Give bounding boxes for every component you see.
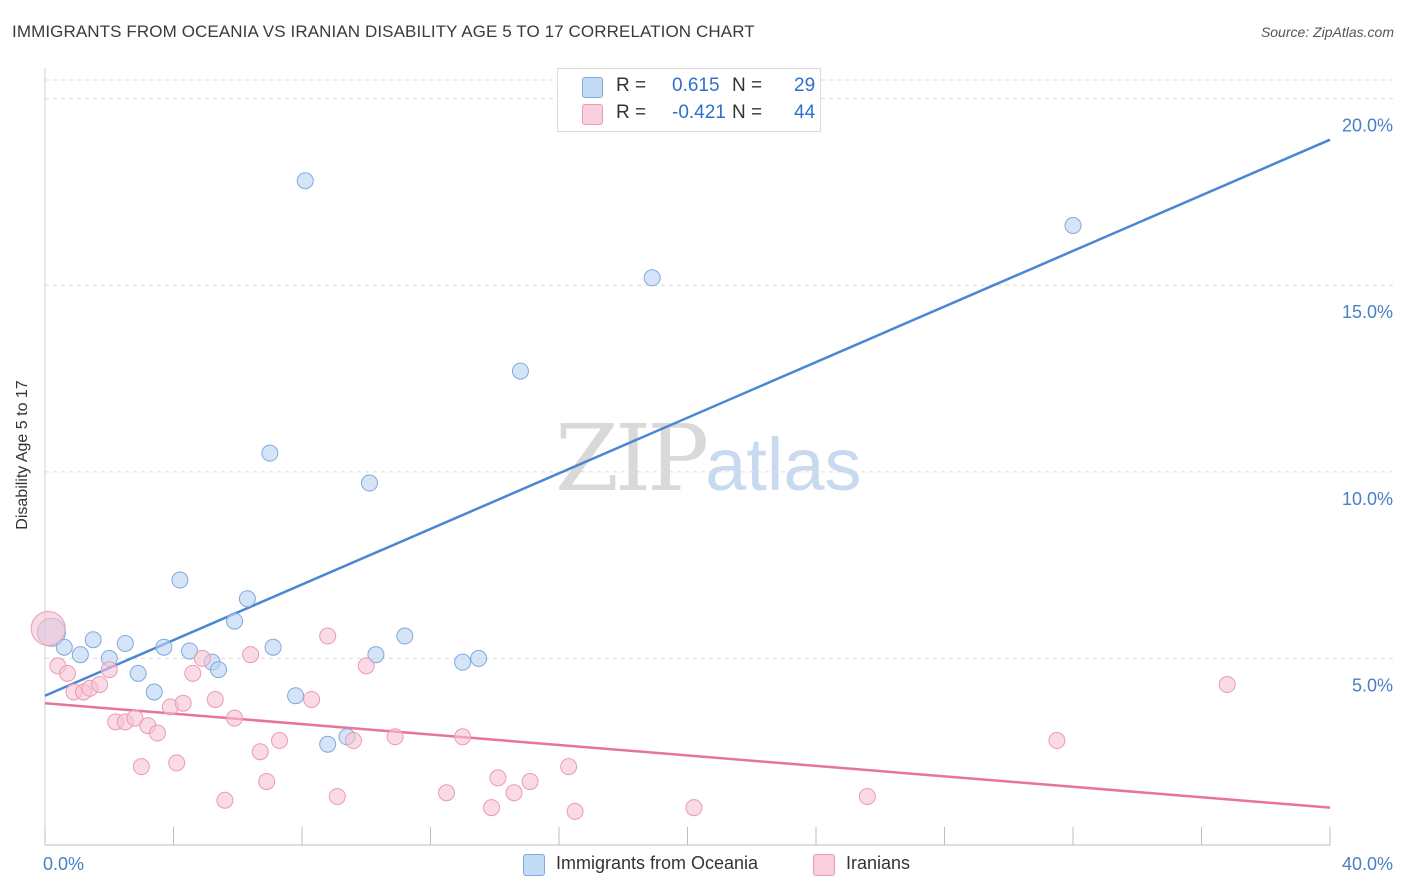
iranians-point	[206, 690, 224, 708]
oceania-point	[181, 642, 199, 660]
oceania-point	[226, 612, 244, 630]
iranians-point	[438, 784, 456, 802]
iranians-point	[303, 690, 321, 708]
tick-labels: 5.0% 10.0% 15.0% 20.0% 0.0% 40.0%	[43, 116, 1393, 874]
legend-r-label: R =	[616, 75, 647, 96]
iranians-point	[126, 709, 144, 727]
legend-n-value: 29	[794, 75, 816, 96]
iranians-point	[328, 787, 346, 805]
legend-n-label: N =	[732, 102, 763, 123]
oceania-point	[261, 444, 279, 462]
iranians-point	[132, 758, 150, 776]
oceania-point	[396, 627, 414, 645]
oceania-point	[55, 638, 73, 656]
oceania-trend-line	[44, 138, 1331, 697]
y-axis-label-wrap: Disability Age 5 to 17	[8, 0, 38, 892]
axes	[44, 68, 1331, 846]
y-tick-label: 5.0%	[1352, 675, 1393, 695]
iranians-point	[271, 732, 289, 750]
oceania-point	[209, 661, 227, 679]
oceania-point	[643, 269, 661, 287]
oceania-point	[319, 735, 337, 753]
oceania-point	[116, 634, 134, 652]
iranians-point	[58, 664, 76, 682]
legend-label: Iranians	[846, 853, 911, 873]
iranians-point	[858, 787, 876, 805]
oceania-point	[155, 638, 173, 656]
correlation-legend: R = 0.615 N = 29 R = -0.421 N = 44	[557, 68, 821, 132]
oceania-point	[84, 631, 102, 649]
iranians-point	[489, 769, 507, 787]
legend-r-value: 0.615	[672, 75, 720, 96]
iranians-point	[184, 664, 202, 682]
iranians-point	[216, 791, 234, 809]
data-points	[30, 172, 1236, 820]
legend-n-label: N =	[732, 75, 763, 96]
iranians-point	[560, 758, 578, 776]
iranians-trend-line	[44, 701, 1331, 809]
legend-label: Immigrants from Oceania	[556, 853, 759, 873]
iranians-point	[454, 728, 472, 746]
y-tick-label: 10.0%	[1342, 489, 1393, 509]
oceania-point	[367, 646, 385, 664]
gridlines	[45, 79, 1395, 659]
iranians-point	[357, 657, 375, 675]
oceania-point	[238, 590, 256, 608]
watermark: ZIPatlas	[555, 405, 862, 512]
chart-title: IMMIGRANTS FROM OCEANIA VS IRANIAN DISAB…	[12, 22, 755, 41]
x-tick-label: 0.0%	[43, 854, 84, 874]
iranians-point	[1218, 676, 1236, 694]
iranians-point	[566, 802, 584, 820]
legend-n-value: 44	[794, 102, 816, 123]
iranians-point	[258, 773, 276, 791]
iranians-point	[148, 724, 166, 742]
iranians-point	[521, 773, 539, 791]
source-note: Source: ZipAtlas.com	[1260, 24, 1394, 40]
iranians-point	[1048, 732, 1066, 750]
iranians-point	[685, 799, 703, 817]
oceania-point	[470, 649, 488, 667]
iranians-point	[91, 676, 109, 694]
iranians-point	[483, 799, 501, 817]
oceania-point	[454, 653, 472, 671]
oceania-point	[287, 687, 305, 705]
iranians-point	[344, 732, 362, 750]
legend-swatch-pink	[813, 854, 835, 876]
iranians-point	[386, 728, 404, 746]
iranians-point	[226, 709, 244, 727]
y-tick-label: 15.0%	[1342, 302, 1393, 322]
oceania-point	[264, 638, 282, 656]
x-tick-label: 40.0%	[1342, 854, 1393, 874]
iranians-point	[100, 661, 118, 679]
iranians-point	[168, 754, 186, 772]
legend-r-label: R =	[616, 102, 647, 123]
oceania-point	[171, 571, 189, 589]
oceania-point	[1064, 217, 1082, 235]
oceania-point	[360, 474, 378, 492]
oceania-point	[511, 362, 529, 380]
oceania-point	[129, 664, 147, 682]
iranians-point	[319, 627, 337, 645]
y-axis-label: Disability Age 5 to 17	[14, 380, 31, 530]
iranians-point	[505, 784, 523, 802]
legend-swatch-pink	[582, 104, 603, 125]
y-tick-label: 20.0%	[1342, 116, 1393, 136]
legend-r-value: -0.421	[672, 102, 726, 123]
oceania-point	[145, 683, 163, 701]
iranians-point	[30, 611, 66, 647]
oceania-point	[71, 646, 89, 664]
iranians-point	[174, 694, 192, 712]
trend-lines	[44, 138, 1331, 809]
legend-swatch-blue	[523, 854, 545, 876]
iranians-point	[193, 649, 211, 667]
iranians-point	[251, 743, 269, 761]
legend-swatch-blue	[582, 77, 603, 98]
oceania-point	[296, 172, 314, 190]
iranians-point	[242, 646, 260, 664]
